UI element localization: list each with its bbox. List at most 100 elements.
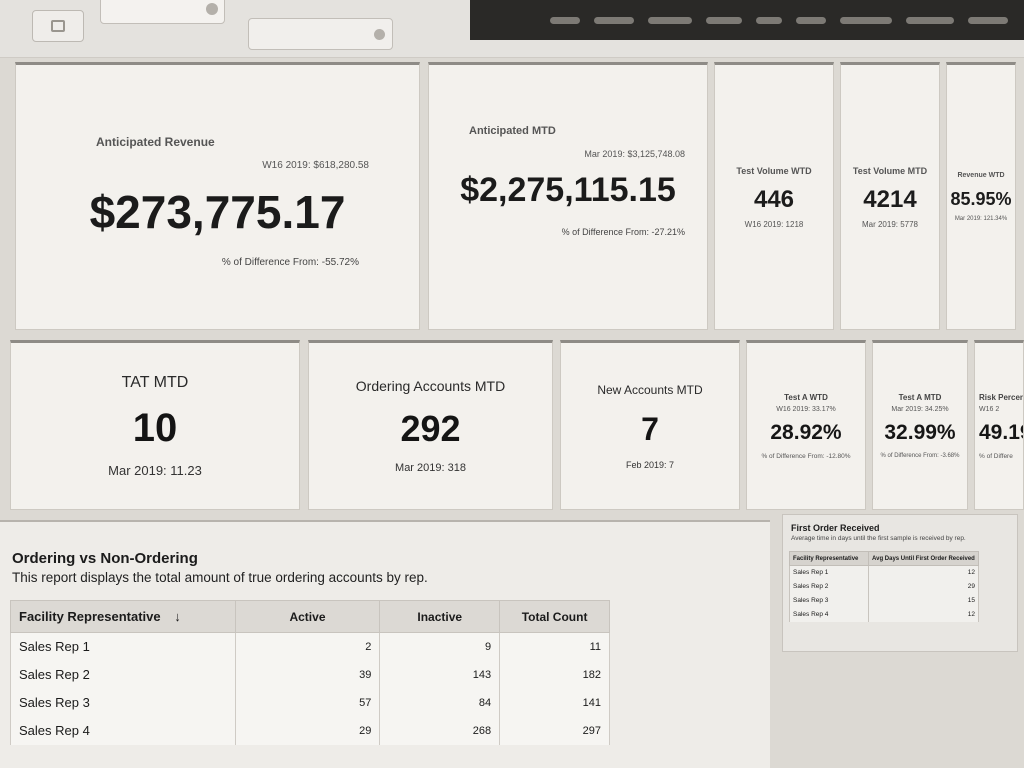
kpi-card-anticipated-mtd: Anticipated MTD Mar 2019: $3,125,748.08 … <box>428 62 708 330</box>
kpi-comparison: Mar 2019: 11.23 <box>108 463 202 478</box>
filter-toggle-button[interactable] <box>32 10 84 42</box>
kpi-comparison: Mar 2019: 121.34% <box>954 216 1008 222</box>
kpi-value: 85.95% <box>950 189 1012 209</box>
nav-item[interactable] <box>648 16 692 24</box>
total-count-cell: 297 <box>499 716 610 745</box>
nav-item[interactable] <box>796 16 826 24</box>
kpi-value: $273,775.17 <box>89 186 346 238</box>
top-navbar <box>470 0 1024 40</box>
nav-item[interactable] <box>550 16 580 24</box>
kpi-card-new-accounts-mtd: New Accounts MTD 7 Feb 2019: 7 <box>560 340 740 510</box>
col-facility-representative[interactable]: Facility Representative <box>788 551 870 566</box>
kpi-value: 49.19 <box>979 420 1023 444</box>
report-title: First Order Received <box>791 523 880 533</box>
col-active[interactable]: Active <box>234 600 381 633</box>
nav-item[interactable] <box>968 16 1008 24</box>
kpi-card-ordering-accounts-mtd: Ordering Accounts MTD 292 Mar 2019: 318 <box>308 340 553 510</box>
rep-name-cell: Sales Rep 4 <box>10 716 236 745</box>
group-select[interactable] <box>248 18 393 50</box>
rep-name-cell: Sales Rep 2 <box>10 660 236 689</box>
nav-item[interactable] <box>706 16 742 24</box>
table-header-row: Facility Representative ↓ Active Inactiv… <box>10 600 610 633</box>
kpi-card-risk-percentage: Risk Percentag W16 2 49.19 % of Differe <box>974 340 1024 510</box>
kpi-title: Risk Percentag <box>979 392 1024 402</box>
kpi-card-test-volume-wtd: Test Volume WTD 446 W16 2019: 1218 <box>714 62 834 330</box>
kpi-title: TAT MTD <box>121 374 189 391</box>
table-row: Sales Rep 2 29 <box>788 579 979 594</box>
total-count-cell: 141 <box>499 688 610 717</box>
kpi-comparison: Mar 2019: 5778 <box>861 219 919 229</box>
avg-days-cell: 29 <box>868 579 979 594</box>
rep-name-cell: Sales Rep 4 <box>788 607 870 622</box>
kpi-title: Ordering Accounts MTD <box>355 378 506 394</box>
kpi-card-test-a-wtd: Test A WTD W16 2019: 33.17% 28.92% % of … <box>746 340 866 510</box>
col-total-count[interactable]: Total Count <box>499 600 610 633</box>
kpi-comparison: W16 2019: $618,280.58 <box>262 160 369 171</box>
text-filter-input[interactable] <box>100 0 225 24</box>
nav-item[interactable] <box>594 16 634 24</box>
table-row: Sales Rep 1 12 <box>788 565 979 580</box>
kpi-title: Test A WTD <box>784 392 828 402</box>
kpi-difference: % of Difference From: -55.72% <box>221 257 359 268</box>
kpi-value: 4214 <box>863 185 917 213</box>
table-row: Sales Rep 2 39 143 182 <box>10 660 610 689</box>
kpi-title: Anticipated MTD <box>469 125 556 137</box>
kpi-title: Anticipated Revenue <box>96 135 215 149</box>
col-inactive[interactable]: Inactive <box>379 600 501 633</box>
rep-name-cell: Sales Rep 1 <box>10 632 236 661</box>
kpi-comparison: W16 2019: 33.17% <box>776 405 836 413</box>
inactive-cell: 9 <box>379 632 501 661</box>
kpi-card-tat-mtd: TAT MTD 10 Mar 2019: 11.23 <box>10 340 300 510</box>
rep-name-cell: Sales Rep 2 <box>788 579 870 594</box>
first-order-table: Facility Representative Avg Days Until F… <box>788 551 979 622</box>
table-row: Sales Rep 4 12 <box>788 607 979 622</box>
kpi-comparison: Mar 2019: 34.25% <box>891 406 949 413</box>
sort-down-icon: ↓ <box>174 609 181 624</box>
nav-item[interactable] <box>756 16 782 24</box>
kpi-difference: % of Difference From: -12.80% <box>761 452 851 460</box>
filter-icon <box>51 20 65 32</box>
table-row: Sales Rep 1 2 9 11 <box>10 632 610 661</box>
kpi-comparison: W16 2019: 1218 <box>744 219 804 229</box>
total-count-cell: 182 <box>499 660 610 689</box>
inactive-cell: 268 <box>379 716 501 745</box>
kpi-comparison: Mar 2019: 318 <box>395 462 466 474</box>
col-avg-days[interactable]: Avg Days Until First Order Received <box>868 551 979 566</box>
nav-item[interactable] <box>840 16 892 24</box>
report-description: This report displays the total amount of… <box>12 570 428 585</box>
clear-icon[interactable] <box>206 3 218 15</box>
kpi-value: 7 <box>641 410 659 447</box>
table-row: Sales Rep 3 15 <box>788 593 979 608</box>
nav-item[interactable] <box>906 16 954 24</box>
kpi-value: $2,275,115.15 <box>460 171 676 209</box>
kpi-card-test-a-mtd: Test A MTD Mar 2019: 34.25% 32.99% % of … <box>872 340 968 510</box>
col-facility-representative[interactable]: Facility Representative ↓ <box>10 600 236 633</box>
kpi-difference: % of Differe <box>979 452 1013 460</box>
ordering-table: Facility Representative ↓ Active Inactiv… <box>10 600 610 745</box>
kpi-title: New Accounts MTD <box>597 382 703 397</box>
kpi-difference: % of Difference From: -3.68% <box>880 453 960 459</box>
kpi-value: 28.92% <box>770 420 842 444</box>
table-row: Sales Rep 4 29 268 297 <box>10 716 610 745</box>
kpi-title: Test A MTD <box>898 393 942 402</box>
first-order-report-panel: First Order Received Average time in day… <box>782 514 1018 652</box>
kpi-comparison: W16 2 <box>979 405 1000 413</box>
active-cell: 29 <box>234 716 381 745</box>
active-cell: 39 <box>234 660 381 689</box>
kpi-value: 32.99% <box>884 421 956 444</box>
report-title: Ordering vs Non-Ordering <box>12 550 198 567</box>
dropdown-knob-icon <box>374 29 385 40</box>
rep-name-cell: Sales Rep 3 <box>788 593 870 608</box>
active-cell: 57 <box>234 688 381 717</box>
inactive-cell: 143 <box>379 660 501 689</box>
kpi-comparison: Mar 2019: $3,125,748.08 <box>584 149 685 159</box>
kpi-comparison: Feb 2019: 7 <box>625 459 675 470</box>
kpi-difference: % of Difference From: -27.21% <box>561 227 685 237</box>
kpi-title: Test Volume MTD <box>852 165 928 176</box>
inactive-cell: 84 <box>379 688 501 717</box>
kpi-value: 10 <box>132 406 178 450</box>
kpi-card-test-volume-mtd: Test Volume MTD 4214 Mar 2019: 5778 <box>840 62 940 330</box>
rep-name-cell: Sales Rep 3 <box>10 688 236 717</box>
report-description: Average time in days until the first sam… <box>791 535 966 542</box>
table-row: Sales Rep 3 57 84 141 <box>10 688 610 717</box>
